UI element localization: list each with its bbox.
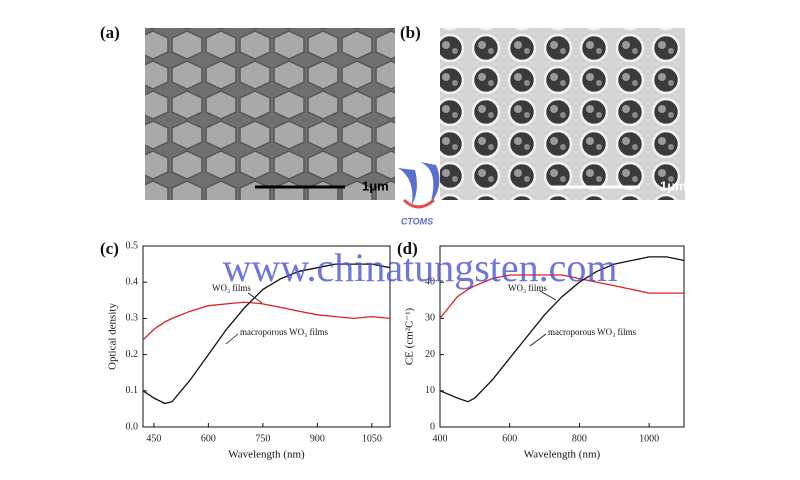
y-tick-label: 10	[425, 385, 435, 396]
y-tick-label: 0.1	[126, 385, 139, 396]
x-tick-label: 1050	[362, 433, 382, 444]
x-tick-label: 450	[146, 433, 161, 444]
y-tick-label: 40	[425, 276, 435, 287]
x-tick-label: 600	[201, 433, 216, 444]
y-tick-label: 0.0	[126, 421, 139, 432]
series-line	[142, 301, 391, 341]
charts: 0.0 0.1 0.2 0.3 0.4 0.5 450 600 750 900 1050 Wavele…	[100, 239, 685, 461]
annotation: WO₃ films	[508, 283, 547, 293]
x-tick-label: 900	[310, 433, 325, 444]
panel-label: (a)	[100, 23, 120, 42]
scale-bar-label: 1μm	[362, 178, 389, 193]
plot-frame	[439, 245, 685, 428]
plot-frame	[142, 245, 391, 428]
sem-image-a: 1μm (a)	[100, 23, 395, 200]
x-tick-label: 400	[433, 433, 448, 444]
x-axis-label: Wavelength (nm)	[228, 449, 305, 461]
x-tick-label: 800	[572, 433, 587, 444]
panel-label: (c)	[100, 239, 119, 258]
y-axis-label: Optical density	[107, 303, 119, 370]
annotation-leader	[539, 290, 557, 301]
y-tick-label: 30	[425, 313, 435, 324]
y-tick-label: 0.2	[126, 349, 139, 360]
annotation-leader	[225, 333, 239, 345]
watermark: www.chinatungsten.com	[222, 245, 617, 290]
annotation: WO₃ films	[212, 283, 251, 293]
x-tick-label: 750	[255, 433, 270, 444]
series-line	[439, 274, 684, 319]
sem-image-b: 1μm (b)	[400, 23, 687, 200]
panel-label: (b)	[400, 23, 421, 42]
annotation-leader	[247, 292, 263, 304]
logo: CTOMS	[398, 162, 440, 226]
y-tick-label: 0	[430, 421, 435, 432]
x-tick-label: 600	[502, 433, 517, 444]
x-tick-label: 1000	[639, 433, 659, 444]
y-tick-label: 0.4	[126, 276, 139, 287]
y-tick-label: 0.3	[126, 313, 139, 324]
scale-bar-label: 1μm	[660, 178, 687, 193]
logo-text: CTOMS	[401, 216, 433, 226]
y-tick-label: 0.5	[126, 240, 139, 251]
x-axis-label: Wavelength (nm)	[524, 449, 601, 461]
y-axis-label: CE (cm²C⁻¹)	[404, 308, 416, 366]
series-line	[439, 256, 685, 403]
annotation: macroporous WO₃ films	[548, 327, 636, 337]
annotation: macroporous WO₃ films	[240, 327, 328, 337]
annotation-leader	[529, 333, 547, 347]
panel-label: (d)	[397, 239, 418, 258]
series-line	[142, 263, 391, 405]
y-tick-label: 20	[425, 349, 435, 360]
